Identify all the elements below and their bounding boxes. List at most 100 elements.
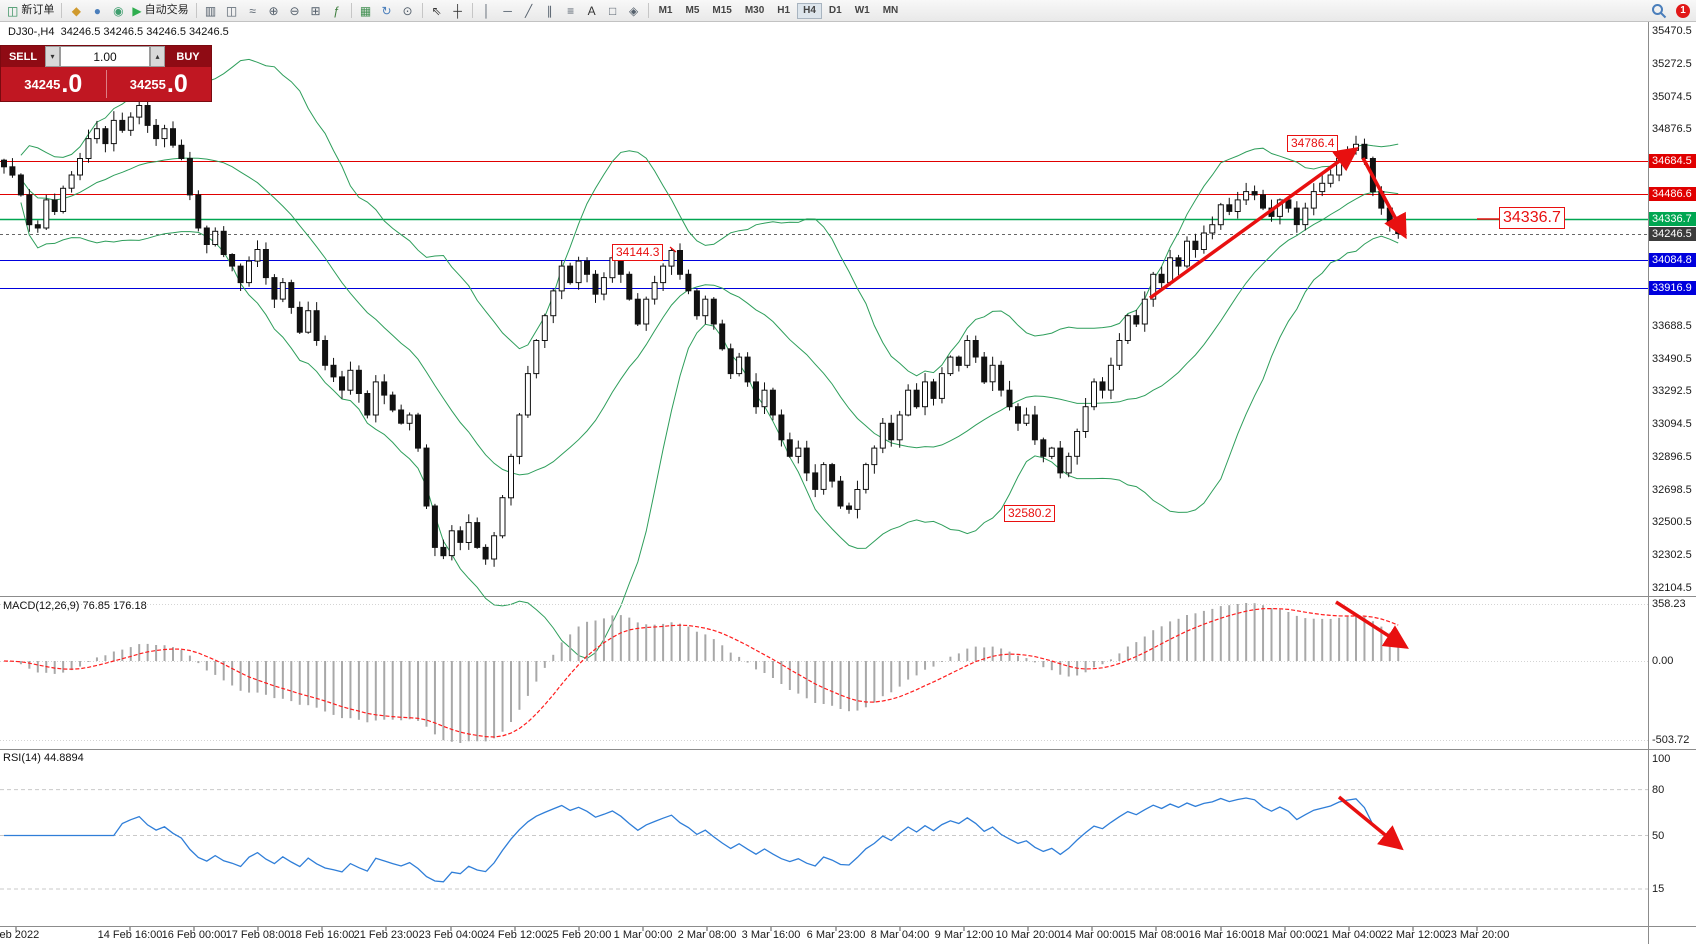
time-axis-label: 18 Mar 00:00: [1252, 929, 1318, 941]
cursor-icon: ⇖: [431, 3, 442, 18]
price-axis-badge: 34684.5: [1649, 154, 1696, 169]
fibonacci-icon: ≡: [567, 3, 575, 18]
chart-settings-button[interactable]: ⊙: [398, 1, 418, 20]
crosshair-icon: ┼: [453, 3, 462, 18]
zoom-in-button[interactable]: ⊕: [264, 1, 284, 20]
search-button[interactable]: [1648, 1, 1670, 20]
price-axis-tick: 32500.5: [1652, 516, 1692, 529]
sell-price[interactable]: 34245 .0: [1, 67, 106, 101]
funds-icon: ◆: [71, 3, 81, 18]
time-axis-label: Feb 2022: [0, 929, 40, 941]
channel-button[interactable]: ∥: [540, 1, 560, 20]
trade-panel-controls: SELL ▾ ▴ BUY: [1, 46, 211, 67]
macd-axis-label: 0.00: [1652, 655, 1674, 667]
timeframe-m15-button[interactable]: M15: [706, 3, 737, 19]
timeframe-m30-button[interactable]: M30: [739, 3, 770, 19]
buy-button[interactable]: BUY: [165, 46, 211, 67]
autotrade-button-label: 自动交易: [144, 4, 189, 16]
zoom-out-button[interactable]: ⊖: [285, 1, 305, 20]
buy-price-main: 34255: [129, 76, 166, 92]
community-button[interactable]: ◉: [108, 1, 128, 20]
buy-price-frac: .0: [166, 69, 188, 98]
time-axis-label: 16 Feb 00:00: [161, 929, 227, 941]
vertical-line-button[interactable]: │: [477, 1, 497, 20]
new-order-button[interactable]: ◫ 新订单: [4, 1, 57, 20]
shapes-button[interactable]: ◈: [624, 1, 644, 20]
time-axis-label: 8 Mar 04:00: [870, 929, 930, 941]
rsi-axis-label: 80: [1652, 783, 1665, 796]
candle-chart-style-button[interactable]: ◫: [222, 1, 242, 20]
time-axis-label: 14 Mar 00:00: [1059, 929, 1125, 941]
price-annotation: 34144.3: [612, 244, 664, 261]
line-chart-style-button[interactable]: ≈: [243, 1, 263, 20]
zoom-in-icon: ⊕: [268, 3, 279, 18]
price-axis-tick: 33292.5: [1652, 385, 1692, 398]
volume-decrease-button[interactable]: ▾: [45, 46, 60, 67]
timeframe-mn-button[interactable]: MN: [877, 3, 905, 19]
bar-chart-style-button[interactable]: ▥: [201, 1, 221, 20]
price-annotation: 34786.4: [1287, 135, 1339, 152]
timeframe-h1-button[interactable]: H1: [771, 3, 796, 19]
trendline-button[interactable]: ╱: [519, 1, 539, 20]
tile-windows-button[interactable]: ⊞: [306, 1, 326, 20]
timeframe-m1-button[interactable]: M1: [653, 3, 679, 19]
text-tool-button[interactable]: A: [582, 1, 602, 20]
ohlc-readout: DJ30-,H4 34246.5 34246.5 34246.5 34246.5: [8, 26, 229, 38]
channel-icon: ∥: [546, 3, 553, 18]
profile-button[interactable]: ●: [87, 1, 107, 20]
price-axis-badge: 34246.5: [1649, 226, 1696, 241]
label-icon: □: [608, 3, 617, 18]
price-axis-tick: 32698.5: [1652, 483, 1692, 496]
shapes-icon: ◈: [628, 3, 639, 18]
fibonacci-button[interactable]: ≡: [561, 1, 581, 20]
timeframe-d1-button[interactable]: D1: [823, 3, 848, 19]
price-axis-tick: 33688.5: [1652, 319, 1692, 332]
time-axis-label: 3 Mar 16:00: [741, 929, 801, 941]
chart-settings-icon: ⊙: [402, 3, 413, 18]
price-axis-tick: 35074.5: [1652, 90, 1692, 103]
volume-increase-button[interactable]: ▴: [150, 46, 165, 67]
rsi-axis-label: 50: [1652, 829, 1665, 842]
funds-button[interactable]: ◆: [66, 1, 86, 20]
notification-badge[interactable]: 1: [1676, 3, 1690, 18]
label-tool-button[interactable]: □: [603, 1, 623, 20]
sell-price-main: 34245: [24, 76, 61, 92]
cursor-button[interactable]: ⇖: [427, 1, 447, 20]
price-axis-badge: 34084.8: [1649, 253, 1696, 268]
timeframe-w1-button[interactable]: W1: [849, 3, 876, 19]
timeframe-h4-button[interactable]: H4: [797, 2, 822, 19]
new-chart-button[interactable]: ▦: [356, 1, 376, 20]
time-axis-label: 17 Feb 08:00: [225, 929, 291, 941]
profile-icon: ●: [93, 3, 101, 18]
price-axis-tick: 34876.5: [1652, 123, 1692, 136]
time-axis-label: 22 Mar 12:00: [1380, 929, 1446, 941]
candle-chart-icon: ◫: [225, 3, 238, 18]
sell-price-frac: .0: [61, 69, 83, 98]
autotrade-button[interactable]: ▶ 自动交易: [129, 1, 191, 20]
rsi-axis-label: 15: [1652, 883, 1665, 896]
time-axis-label: 21 Mar 04:00: [1316, 929, 1382, 941]
time-axis-label: 25 Feb 20:00: [546, 929, 612, 941]
text-icon: A: [587, 3, 596, 18]
timeframe-m5-button[interactable]: M5: [679, 3, 705, 19]
auto-scroll-icon: ↻: [381, 3, 392, 18]
play-icon: ▶: [132, 3, 142, 18]
new-order-button-label: 新订单: [21, 4, 55, 16]
tile-windows-icon: ⊞: [310, 3, 321, 18]
horizontal-line-button[interactable]: ─: [498, 1, 518, 20]
indicators-button[interactable]: ƒ: [327, 1, 347, 20]
price-axis-tick: 33490.5: [1652, 352, 1692, 365]
price-axis-tick: 35470.5: [1652, 25, 1692, 37]
auto-scroll-button[interactable]: ↻: [377, 1, 397, 20]
trade-panel-divider: [105, 70, 107, 98]
sell-button[interactable]: SELL: [1, 46, 45, 67]
rsi-indicator-label: RSI(14) 44.8894: [3, 752, 84, 764]
buy-price[interactable]: 34255 .0: [107, 67, 212, 101]
time-axis-label: 15 Mar 08:00: [1123, 929, 1189, 941]
volume-input[interactable]: [60, 46, 150, 67]
price-axis-tick: 33094.5: [1652, 418, 1692, 431]
macd-indicator-label: MACD(12,26,9) 76.85 176.18: [3, 600, 147, 612]
crosshair-button[interactable]: ┼: [448, 1, 468, 20]
